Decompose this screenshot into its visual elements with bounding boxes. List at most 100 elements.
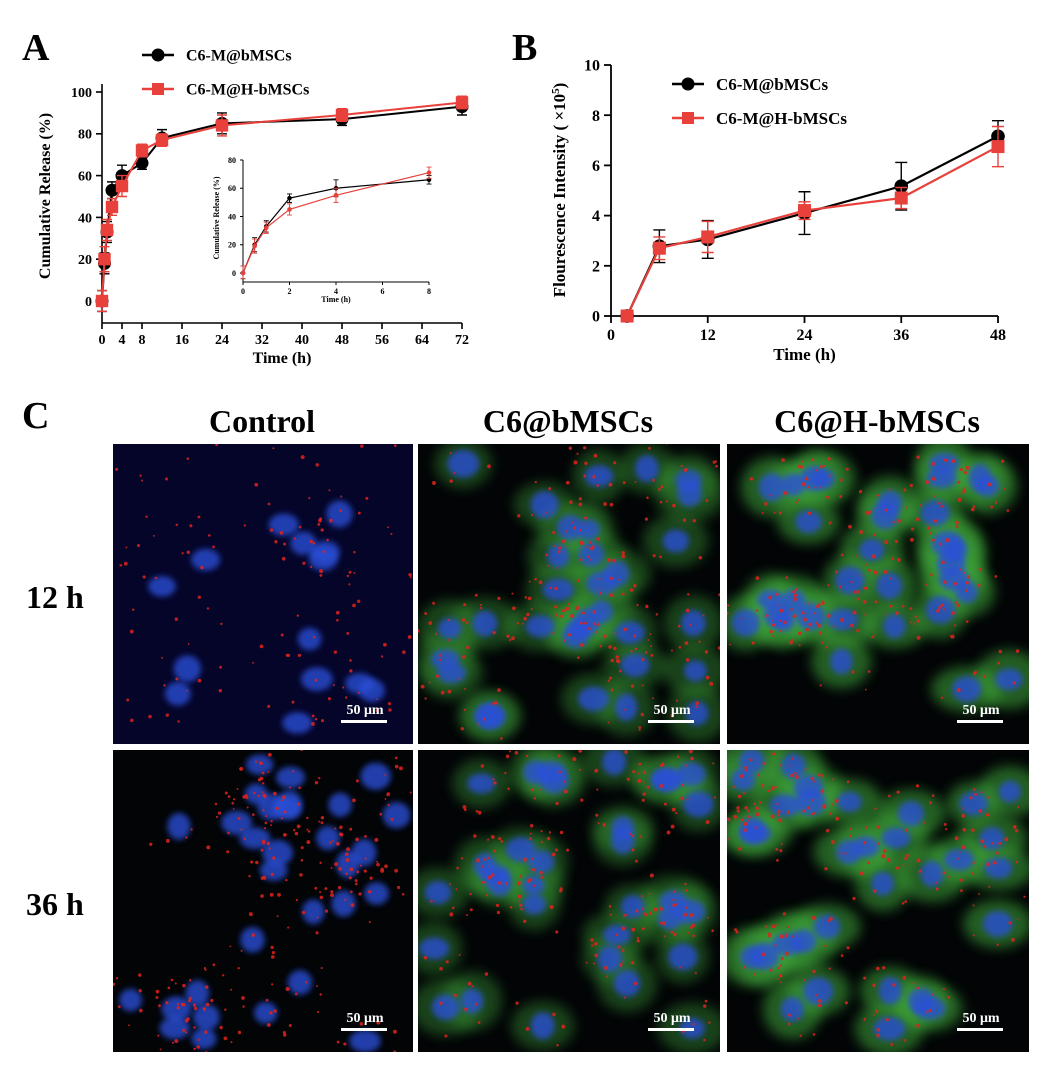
drug-signal-dot (312, 541, 316, 545)
chart-a-inset-x-tick-label: 6 (381, 287, 385, 296)
drug-signal-dot (769, 629, 773, 634)
cell-nucleus (460, 988, 484, 1014)
drug-signal-dot (858, 490, 863, 494)
drug-signal-dot (648, 911, 653, 916)
cell-nucleus (835, 566, 865, 595)
drug-signal-dot (864, 688, 867, 691)
drug-signal-dot (317, 522, 321, 526)
drug-signal-dot (779, 764, 783, 767)
drug-signal-dot (644, 517, 649, 521)
cell-nucleus (883, 613, 906, 639)
drug-signal-dot (181, 552, 184, 555)
drug-signal-dot (205, 1050, 208, 1052)
drug-signal-dot (329, 841, 332, 845)
drug-signal-dot (240, 949, 243, 952)
drug-signal-dot (288, 1024, 292, 1027)
drug-signal-dot (554, 612, 557, 615)
drug-signal-dot (157, 1034, 160, 1037)
drug-signal-dot (510, 636, 515, 641)
cell-nucleus (185, 980, 210, 1007)
drug-signal-dot (319, 993, 322, 996)
drug-signal-dot (552, 531, 556, 535)
drug-signal-dot (439, 966, 443, 971)
drug-signal-dot (241, 996, 245, 1000)
drug-signal-dot (155, 989, 160, 994)
drug-signal-dot (993, 861, 997, 865)
drug-signal-dot (497, 596, 501, 600)
drug-signal-dot (955, 520, 959, 525)
drug-signal-dot (642, 792, 646, 796)
drug-signal-dot (129, 629, 134, 634)
drug-signal-dot (756, 773, 760, 777)
drug-signal-dot (635, 909, 639, 913)
drug-signal-dot (270, 820, 273, 823)
drug-signal-dot (916, 635, 921, 640)
drug-signal-dot (490, 873, 495, 877)
drug-signal-dot (609, 576, 613, 580)
drug-signal-dot (797, 631, 802, 636)
drug-signal-dot (723, 788, 725, 790)
scale-bar-label: 50 μm (346, 1011, 383, 1026)
drug-signal-dot (511, 592, 514, 595)
drug-signal-dot (298, 786, 301, 790)
drug-signal-dot (232, 798, 236, 801)
drug-signal-dot (779, 934, 784, 939)
drug-signal-dot (224, 1008, 227, 1011)
drug-signal-dot (184, 1064, 187, 1067)
drug-signal-dot (243, 524, 246, 527)
drug-signal-dot (270, 872, 274, 877)
drug-signal-dot (497, 688, 501, 693)
drug-signal-dot (332, 840, 334, 842)
drug-signal-dot (294, 992, 298, 996)
drug-signal-dot (409, 576, 412, 579)
drug-signal-dot (636, 603, 639, 607)
drug-signal-dot (666, 444, 668, 445)
drug-signal-dot (591, 944, 594, 947)
drug-signal-dot (458, 953, 461, 956)
chart-a-y-tick-label: 100 (71, 86, 92, 101)
drug-signal-dot (685, 889, 688, 892)
drug-signal-dot (186, 689, 189, 692)
drug-signal-dot (561, 609, 566, 613)
drug-signal-dot (584, 461, 588, 466)
drug-signal-dot (728, 838, 731, 841)
drug-signal-dot (891, 557, 895, 561)
drug-signal-dot (148, 714, 152, 719)
drug-signal-dot (355, 882, 358, 886)
micrograph-cells (727, 444, 1029, 712)
drug-signal-dot (583, 446, 587, 450)
drug-signal-dot (798, 644, 801, 647)
drug-signal-dot (300, 455, 305, 460)
drug-signal-dot (305, 981, 308, 984)
drug-signal-dot (622, 481, 626, 485)
drug-signal-dot (948, 875, 951, 878)
drug-signal-dot (698, 556, 703, 560)
drug-signal-dot (931, 794, 935, 797)
drug-signal-dot (960, 889, 963, 892)
drug-signal-dot (180, 1002, 184, 1006)
drug-signal-dot (776, 923, 779, 927)
drug-signal-dot (705, 820, 710, 824)
drug-signal-dot (680, 464, 683, 468)
drug-signal-dot (590, 558, 592, 561)
drug-signal-dot (314, 717, 318, 721)
drug-signal-dot (994, 575, 998, 578)
drug-signal-dot (175, 677, 179, 681)
drug-signal-dot (942, 987, 945, 991)
micrograph-36h-c6-bmscs: 50 μm (418, 750, 720, 1052)
drug-signal-dot (500, 737, 503, 740)
drug-signal-dot (954, 601, 958, 604)
micrograph-grid: Control C6@bMSCs C6@H-bMSCs 12 h 36 h 50 μm 50… (26, 403, 1029, 1067)
drug-signal-dot (294, 831, 299, 836)
drug-signal-dot (641, 927, 645, 931)
drug-signal-dot (642, 781, 645, 784)
drug-signal-dot (163, 684, 166, 687)
drug-signal-dot (807, 511, 812, 516)
drug-signal-dot (302, 561, 306, 565)
row-label-2: 36 h (26, 886, 84, 922)
drug-signal-dot (942, 871, 946, 875)
drug-signal-dot (961, 814, 965, 818)
drug-signal-dot (632, 770, 636, 774)
drug-signal-dot (929, 801, 933, 805)
drug-signal-dot (498, 837, 502, 841)
